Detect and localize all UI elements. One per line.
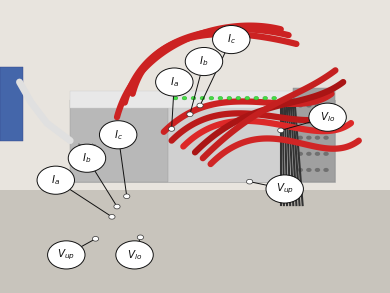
Circle shape [168,127,175,131]
Circle shape [266,175,303,203]
Circle shape [109,214,115,219]
Circle shape [200,96,205,100]
Text: $I_b$: $I_b$ [82,151,92,165]
Bar [0,0,390,190]
Circle shape [246,179,253,184]
Circle shape [218,96,223,100]
Text: $V_{lo}$: $V_{lo}$ [320,110,335,124]
Circle shape [116,241,153,269]
Circle shape [306,152,312,156]
Circle shape [173,96,178,100]
Circle shape [306,168,312,172]
Circle shape [236,96,241,100]
Circle shape [306,103,312,108]
Circle shape [323,120,329,124]
Circle shape [137,235,144,240]
Bar [70,100,168,182]
Circle shape [245,96,250,100]
Circle shape [191,96,196,100]
Bar [292,88,335,182]
Text: $I_b$: $I_b$ [199,54,209,69]
Circle shape [197,103,203,108]
Circle shape [124,194,130,199]
Text: $V_{up}$: $V_{up}$ [276,182,294,196]
Text: $I_c$: $I_c$ [227,33,236,47]
Text: $V_{lo}$: $V_{lo}$ [127,248,142,262]
Circle shape [263,96,268,100]
Circle shape [187,112,193,117]
Circle shape [68,144,106,172]
Circle shape [315,136,320,140]
Bar [0,190,390,293]
Text: $I_a$: $I_a$ [51,173,60,187]
Circle shape [309,103,346,131]
Circle shape [315,168,320,172]
Circle shape [298,136,303,140]
Circle shape [99,121,137,149]
Circle shape [298,168,303,172]
Circle shape [298,103,303,108]
Circle shape [306,136,312,140]
Circle shape [48,241,85,269]
Circle shape [298,152,303,156]
Text: $I_a$: $I_a$ [170,75,179,89]
Circle shape [209,96,214,100]
Circle shape [37,166,74,194]
Circle shape [185,47,223,76]
Circle shape [323,168,329,172]
Circle shape [114,204,120,209]
Text: $V_{up}$: $V_{up}$ [57,248,75,262]
Bar [70,100,335,182]
Circle shape [278,128,284,133]
Circle shape [213,25,250,54]
Circle shape [323,152,329,156]
Text: Imperix: Imperix [78,142,97,147]
Bar [70,91,335,108]
Circle shape [315,120,320,124]
Circle shape [182,96,187,100]
Circle shape [315,103,320,108]
Text: $I_c$: $I_c$ [114,128,122,142]
Circle shape [254,96,259,100]
Circle shape [323,136,329,140]
Circle shape [272,96,277,100]
Circle shape [315,152,320,156]
Bar [0,67,23,141]
Circle shape [92,236,99,241]
Circle shape [156,68,193,96]
Circle shape [306,120,312,124]
Circle shape [323,103,329,108]
Circle shape [227,96,232,100]
Circle shape [298,120,303,124]
